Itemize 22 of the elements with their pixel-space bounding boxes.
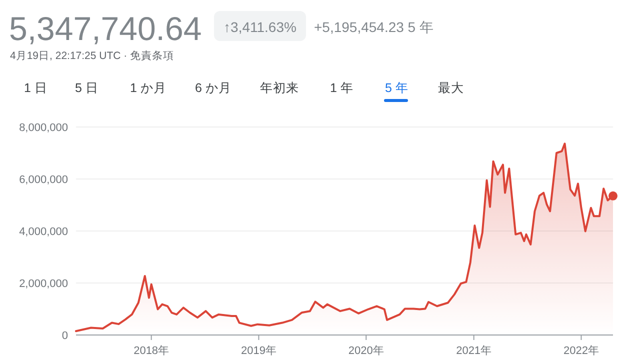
y-tick-label: 8,000,000 [19, 122, 68, 134]
text: 1 か月 [130, 81, 166, 95]
text: ↑3,411.63% [224, 19, 296, 35]
text: 5 日 [75, 81, 98, 95]
text: 5 年 [385, 81, 408, 95]
x-tick-label: 2019年 [240, 345, 276, 357]
text: 4月19日, 22:17:25 UTC · 免責条項 [10, 49, 174, 62]
x-tick-label: 2020年 [348, 345, 384, 357]
y-tick-label: 6,000,000 [19, 174, 68, 186]
x-tick-label: 2021年 [456, 345, 492, 357]
y-tick-label: 2,000,000 [19, 278, 68, 290]
text: 年初来 [260, 81, 299, 95]
x-tick-label: 2022年 [563, 345, 599, 357]
y-tick-label: 0 [62, 330, 68, 342]
y-tick-label: 4,000,000 [19, 226, 68, 238]
text: 6 か月 [195, 81, 232, 95]
x-tick-label: 2018年 [134, 345, 170, 357]
text: 1 年 [330, 81, 354, 95]
chart-title: 5,347,740.64 [9, 10, 202, 47]
text: +5,195,454.23 5 年 [314, 19, 434, 35]
text: 1 日 [24, 81, 48, 95]
text: 最大 [438, 81, 464, 95]
